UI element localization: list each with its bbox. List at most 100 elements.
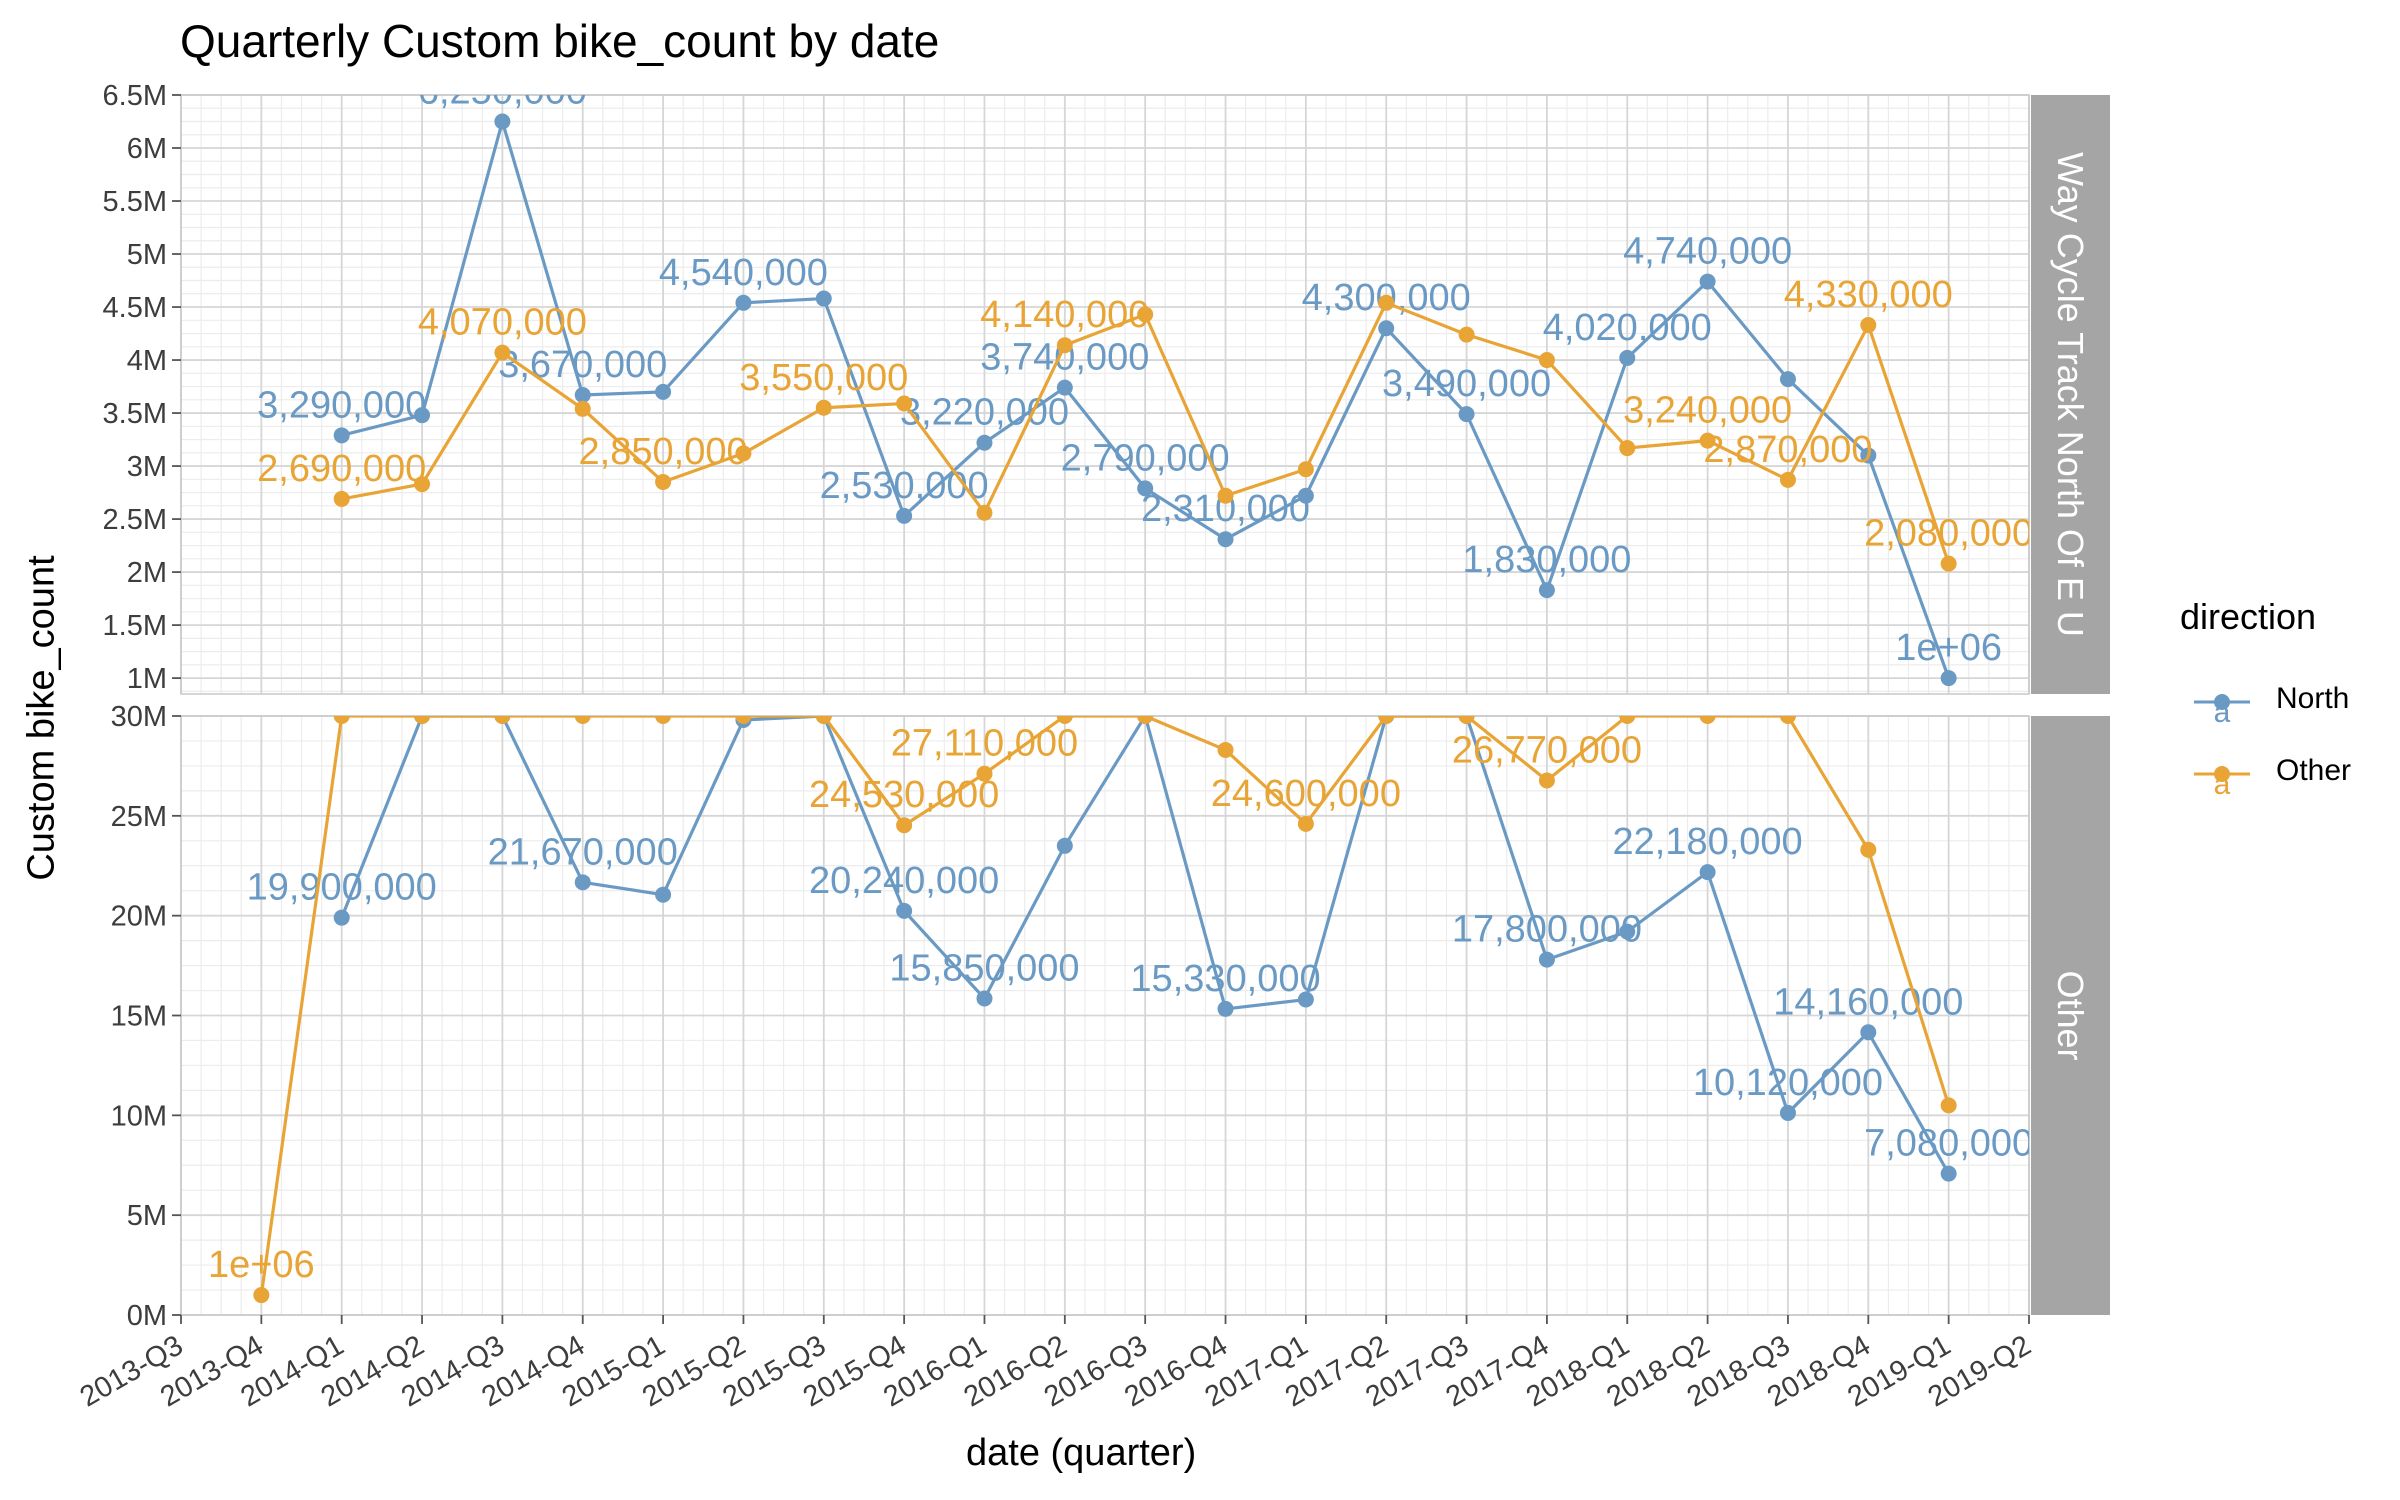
data-point-north-2015-q4	[896, 507, 913, 524]
y-tick-label: 2.5M	[103, 504, 167, 536]
data-label-north-2015-q4: 20,240,000	[809, 860, 999, 902]
y-tick-label: 5M	[127, 1200, 167, 1232]
data-point-other-2018-q4	[1860, 841, 1877, 858]
data-point-other-2018-q1	[1619, 440, 1636, 457]
data-point-other-2016-q3	[1137, 716, 1154, 724]
x-axis: 2013-Q32013-Q42014-Q12014-Q22014-Q32014-…	[75, 1315, 2037, 1413]
data-point-other-2019-q1	[1940, 555, 1957, 572]
data-point-north-2017-q3	[1458, 406, 1475, 423]
y-axis: 1M 1.5M 2M 2.5M 3M 3.5M 4M 4.5M 5M 5.5M 6M 6.5M	[103, 80, 181, 695]
data-label-other-2016-q1: 27,110,000	[891, 723, 1078, 765]
y-tick-label: 1.5M	[103, 610, 167, 642]
y-tick-label: 20M	[111, 901, 167, 933]
data-label-other-2018-q2: 3,240,000	[1623, 390, 1792, 432]
data-label-other-2019-q1: 2,080,000	[1864, 513, 2033, 555]
data-label-other-2016-q2: 4,140,000	[980, 294, 1149, 336]
data-point-other-2015-q2	[735, 716, 752, 724]
y-tick-label: 0M	[127, 1300, 167, 1332]
data-point-other-2016-q4	[1217, 741, 1234, 758]
data-point-other-2017-q3	[1458, 326, 1475, 343]
data-point-north-2015-q3	[815, 290, 832, 307]
data-label-north-2014-q3: 6,250,000	[418, 71, 587, 113]
data-label-other-2015-q3: 3,550,000	[739, 357, 908, 399]
data-label-north-2018-q3: 10,120,000	[1693, 1062, 1883, 1104]
y-tick-label: 6.5M	[103, 80, 167, 112]
data-label-north-2015-q2: 4,540,000	[659, 252, 828, 294]
strip-label: Other	[2050, 970, 2091, 1060]
data-point-other-2016-q3	[1137, 306, 1154, 323]
data-point-north-2015-q2	[735, 294, 752, 311]
data-label-north-2016-q1: 15,850,000	[889, 948, 1079, 990]
data-point-north-2015-q1	[655, 886, 672, 903]
data-point-north-2019-q1	[1940, 670, 1957, 687]
y-axis: 0M 5M 10M 15M 20M 25M 30M	[111, 701, 181, 1332]
data-point-other-2014-q2	[414, 476, 431, 493]
data-label-other-2014-q3: 4,070,000	[418, 302, 587, 344]
legend-item-north: a North	[2180, 666, 2349, 738]
data-point-north-2016-q4	[1217, 531, 1234, 548]
data-label-north-2014-q4: 3,670,000	[498, 344, 667, 386]
data-label-north-2017-q3: 3,490,000	[1382, 363, 1551, 405]
data-point-north-2017-q4	[1538, 582, 1555, 599]
data-point-other-2018-q2	[1699, 716, 1716, 724]
data-point-other-2018-q3	[1779, 471, 1796, 488]
y-tick-label: 3.5M	[103, 398, 167, 430]
legend-key-north: a	[2194, 694, 2250, 729]
data-point-north-2018-q3	[1779, 371, 1796, 388]
data-point-other-2017-q4	[1538, 772, 1555, 789]
y-tick-label: 10M	[111, 1100, 167, 1132]
data-point-other-2014-q1	[333, 716, 350, 724]
data-label-north-2018-q2: 22,180,000	[1613, 821, 1803, 863]
data-point-other-2015-q4	[896, 395, 913, 412]
data-point-north-2018-q1	[1619, 923, 1636, 940]
data-point-north-2019-q1	[1940, 1165, 1957, 1182]
data-label-north-2014-q1: 3,290,000	[257, 384, 426, 426]
data-label-other-2017-q1: 24,600,000	[1211, 773, 1401, 815]
data-point-other-2014-q4	[574, 716, 591, 724]
chart-title: Quarterly Custom bike_count by date	[180, 15, 940, 67]
y-tick-label: 5.5M	[103, 186, 167, 218]
legend-key-glyph-north: a	[2214, 696, 2231, 729]
data-point-north-2018-q4	[1860, 1024, 1877, 1041]
data-point-other-2019-q1	[1940, 1097, 1957, 1114]
data-point-other-2015-q3	[815, 399, 832, 416]
plot-area: 3,290,000 6,250,000 3,670,000 4,540,000 2,53…	[257, 71, 2033, 687]
data-point-other-2016-q4	[1217, 487, 1234, 504]
y-axis-title: Custom bike_count	[20, 555, 63, 881]
legend-label-other: Other	[2276, 754, 2352, 787]
data-label-north-2016-q3: 2,790,000	[1061, 437, 1230, 479]
data-point-other-2014-q2	[414, 716, 431, 724]
data-point-other-2018-q1	[1619, 716, 1636, 724]
y-tick-label: 30M	[111, 701, 167, 733]
data-point-north-2018-q3	[1779, 1104, 1796, 1121]
data-point-other-2014-q1	[333, 490, 350, 507]
data-point-other-2014-q3	[494, 344, 511, 361]
data-point-north-2017-q4	[1538, 951, 1555, 968]
data-point-north-2018-q2	[1699, 273, 1716, 290]
data-point-other-2016-q2	[1056, 716, 1073, 724]
data-point-north-2016-q3	[1137, 480, 1154, 497]
data-point-north-2016-q1	[976, 434, 993, 451]
data-point-other-2016-q1	[976, 504, 993, 521]
y-tick-label: 3M	[127, 451, 167, 483]
data-label-north-2019-q1: 1e+06	[1895, 627, 2002, 669]
data-point-other-2018-q2	[1699, 432, 1716, 449]
data-point-other-2014-q3	[494, 716, 511, 724]
data-label-north-2015-q4: 2,530,000	[820, 465, 989, 507]
strip-label-group: Way Cycle Track North Of E U	[2050, 152, 2091, 637]
data-point-north-2017-q1	[1297, 991, 1314, 1008]
data-point-other-2017-q2	[1378, 716, 1395, 724]
strip-background	[2031, 716, 2110, 1315]
data-point-north-2016-q2	[1056, 379, 1073, 396]
data-point-other-2015-q1	[655, 716, 672, 724]
data-point-other-2017-q4	[1538, 352, 1555, 369]
legend-item-other: a Other	[2180, 738, 2351, 810]
y-tick-label: 4M	[127, 345, 167, 377]
y-tick-label: 25M	[111, 801, 167, 833]
x-axis-title: date (quarter)	[966, 1432, 1197, 1474]
data-point-other-2015-q2	[735, 445, 752, 462]
data-label-other-2014-q1: 2,690,000	[257, 448, 426, 490]
data-point-other-2016-q2	[1056, 337, 1073, 354]
major-gridlines	[180, 94, 2030, 694]
